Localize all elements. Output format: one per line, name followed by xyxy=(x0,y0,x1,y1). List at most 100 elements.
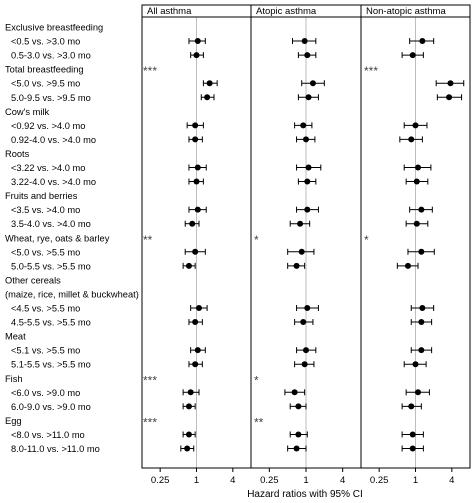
hazard-ratio-point xyxy=(309,80,316,87)
row-comparison-label: <5.0 vs. >9.5 mo xyxy=(11,79,80,89)
row-comparison-label: 6.0-9.0 vs. >9.0 mo xyxy=(11,402,91,412)
hazard-ratio-point xyxy=(300,122,307,129)
row-group-label: Cow's milk xyxy=(5,107,49,117)
hazard-ratio-point xyxy=(304,206,311,213)
significance-mark: * xyxy=(254,373,259,387)
hazard-ratio-point xyxy=(194,38,201,45)
significance-mark: * xyxy=(254,233,259,247)
hazard-ratio-point xyxy=(192,136,199,143)
hazard-ratio-point xyxy=(185,262,192,269)
x-tick-label: 0.25 xyxy=(151,475,170,486)
panel-title: Atopic asthma xyxy=(256,6,317,17)
hazard-ratio-point xyxy=(194,164,201,171)
hazard-ratio-point xyxy=(418,248,425,255)
row-group-label: Total breastfeeding xyxy=(5,65,84,75)
x-tick-label: 1 xyxy=(413,475,418,486)
hazard-ratio-point xyxy=(404,262,411,269)
hazard-ratio-point xyxy=(206,80,213,87)
hazard-ratio-point xyxy=(192,122,199,129)
hazard-ratio-point xyxy=(194,347,201,354)
row-group-label: Exclusive breastfeeding xyxy=(5,23,103,33)
row-group-label: (maize, rice, millet & buckwheat) xyxy=(5,289,139,299)
row-comparison-label: 5.0-9.5 vs. >9.5 mo xyxy=(11,93,91,103)
hazard-ratio-point xyxy=(419,38,426,45)
hazard-ratio-point xyxy=(192,248,199,255)
row-comparison-label: <3.22 vs. >4.0 mo xyxy=(11,163,85,173)
hazard-ratio-point xyxy=(408,136,415,143)
hazard-ratio-point xyxy=(304,178,311,185)
x-tick-label: 0.25 xyxy=(370,475,389,486)
hazard-ratio-point xyxy=(194,206,201,213)
x-tick-label: 0.25 xyxy=(260,475,279,486)
hazard-ratio-point xyxy=(305,164,312,171)
hazard-ratio-point xyxy=(204,94,211,101)
row-comparison-label: <8.0 vs. >11.0 mo xyxy=(11,430,85,440)
x-axis-title: Hazard ratios with 95% CI xyxy=(247,489,363,500)
hazard-ratio-point xyxy=(409,431,416,438)
hazard-ratio-point xyxy=(300,319,307,326)
hazard-ratio-point xyxy=(291,389,298,396)
hazard-ratio-point xyxy=(187,389,194,396)
row-group-label: Meat xyxy=(5,332,26,342)
row-comparison-label: 0.92-4.0 vs. >4.0 mo xyxy=(11,135,96,145)
panel-title: Non-atopic asthma xyxy=(366,6,446,17)
hazard-ratio-point xyxy=(301,361,308,368)
row-comparison-label: <0.5 vs. >3.0 mo xyxy=(11,37,80,47)
hazard-ratio-point xyxy=(184,445,191,452)
hazard-ratio-point xyxy=(293,262,300,269)
row-comparison-label: 5.0-5.5 vs. >5.5 mo xyxy=(11,261,91,271)
hazard-ratio-point xyxy=(301,38,308,45)
hazard-ratio-point xyxy=(192,361,199,368)
hazard-ratio-point xyxy=(408,403,415,410)
hazard-ratio-point xyxy=(413,178,420,185)
hazard-ratio-point xyxy=(446,94,453,101)
hazard-ratio-point xyxy=(304,52,311,59)
hazard-ratio-point xyxy=(192,319,199,326)
significance-mark: *** xyxy=(364,64,378,78)
hazard-ratio-point xyxy=(418,206,425,213)
hazard-ratio-point xyxy=(412,122,419,129)
row-group-label: Wheat, rye, oats & barley xyxy=(5,233,110,243)
hazard-ratio-point xyxy=(298,248,305,255)
hazard-ratio-point xyxy=(189,220,196,227)
hazard-ratio-point xyxy=(193,52,200,59)
hazard-ratio-point xyxy=(413,220,420,227)
x-tick-label: 4 xyxy=(340,475,345,486)
significance-mark: ** xyxy=(143,233,153,247)
hazard-ratio-point xyxy=(293,445,300,452)
significance-mark: *** xyxy=(143,373,157,387)
x-tick-label: 1 xyxy=(303,475,308,486)
row-group-label: Other cereals xyxy=(5,275,61,285)
hazard-ratio-point xyxy=(193,178,200,185)
row-comparison-label: <0.92 vs. >4.0 mo xyxy=(11,121,85,131)
hazard-ratio-point xyxy=(447,80,454,87)
hazard-ratio-point xyxy=(418,347,425,354)
hazard-ratio-point xyxy=(185,403,192,410)
hazard-ratio-point xyxy=(414,389,421,396)
hazard-ratio-point xyxy=(295,431,302,438)
row-comparison-label: <3.5 vs. >4.0 mo xyxy=(11,205,80,215)
hazard-ratio-point xyxy=(419,305,426,311)
row-comparison-label: <6.0 vs. >9.0 mo xyxy=(11,388,80,398)
row-comparison-label: 8.0-11.0 vs. >11.0 mo xyxy=(11,444,100,454)
row-comparison-label: <4.5 vs. >5.5 mo xyxy=(11,304,80,314)
hazard-ratio-point xyxy=(305,94,312,101)
row-group-label: Fruits and berries xyxy=(5,191,78,201)
hazard-ratio-point xyxy=(185,431,192,438)
significance-mark: * xyxy=(364,233,369,247)
x-tick-label: 4 xyxy=(449,475,454,486)
row-comparison-label: <5.0 vs. >5.5 mo xyxy=(11,247,80,257)
x-tick-label: 1 xyxy=(194,475,199,486)
row-comparison-label: <5.1 vs. >5.5 mo xyxy=(11,346,80,356)
significance-mark: ** xyxy=(254,415,264,429)
row-comparison-label: 5.1-5.5 vs. >5.5 mo xyxy=(11,360,91,370)
hazard-ratio-point xyxy=(409,52,416,59)
hazard-ratio-point xyxy=(303,347,309,354)
row-group-label: Egg xyxy=(5,416,22,426)
panel-title: All asthma xyxy=(147,6,192,17)
hazard-ratio-point xyxy=(418,319,425,326)
hazard-ratio-point xyxy=(297,220,304,227)
row-comparison-label: 3.5-4.0 vs. >4.0 mo xyxy=(11,219,91,229)
significance-mark: *** xyxy=(143,415,157,429)
